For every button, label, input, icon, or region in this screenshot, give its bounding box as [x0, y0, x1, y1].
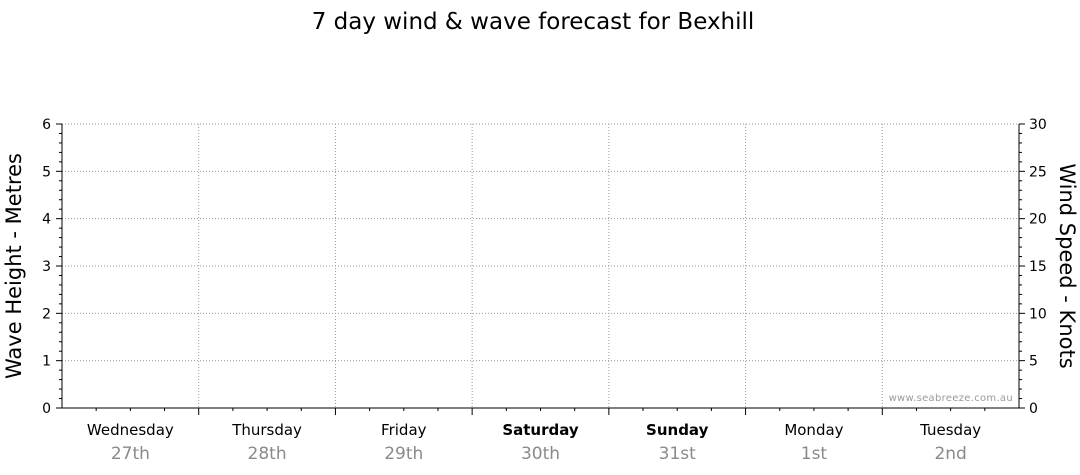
- grid-lines: [62, 123, 1019, 408]
- right-tick-label: 25: [1029, 164, 1047, 180]
- day-label: Thursday: [231, 421, 302, 439]
- left-tick-label: 6: [42, 117, 51, 133]
- left-tick-label: 0: [42, 401, 51, 417]
- axes: [61, 124, 1020, 415]
- day-label: Tuesday: [919, 421, 981, 439]
- right-tick-label: 0: [1029, 401, 1038, 417]
- right-axis-ticks: 0 5 10 15 20 25 30: [1019, 117, 1047, 417]
- day-label: Friday: [381, 421, 427, 439]
- right-tick-label: 15: [1029, 259, 1047, 275]
- day-labels: Wednesday 27th Thursday 28th Friday 29th Satur…: [87, 421, 981, 464]
- date-label: 27th: [111, 444, 150, 464]
- left-tick-label: 5: [42, 164, 51, 180]
- left-tick-label: 4: [42, 212, 51, 228]
- date-label: 31st: [659, 444, 696, 464]
- left-tick-label: 3: [42, 259, 51, 275]
- left-axis-title: Wave Height - Metres: [2, 153, 26, 379]
- chart-title: 7 day wind & wave forecast for Bexhill: [312, 9, 755, 35]
- day-label: Sunday: [646, 421, 709, 439]
- day-label: Saturday: [502, 421, 579, 439]
- right-axis-title: Wind Speed - Knots: [1055, 163, 1079, 368]
- right-tick-label: 5: [1029, 354, 1038, 370]
- date-label: 30th: [521, 444, 560, 464]
- date-label: 1st: [801, 444, 828, 464]
- day-label: Monday: [784, 421, 843, 439]
- date-label: 29th: [384, 444, 423, 464]
- left-tick-label: 1: [42, 354, 51, 370]
- date-label: 28th: [248, 444, 287, 464]
- day-label: Wednesday: [87, 421, 174, 439]
- right-tick-label: 10: [1029, 306, 1047, 322]
- watermark: www.seabreeze.com.au: [889, 393, 1013, 404]
- right-tick-label: 20: [1029, 212, 1047, 228]
- date-label: 2nd: [934, 444, 966, 464]
- right-tick-label: 30: [1029, 117, 1047, 133]
- left-tick-label: 2: [42, 306, 51, 322]
- left-axis-ticks: 0 1 2 3 4 5 6: [42, 117, 62, 417]
